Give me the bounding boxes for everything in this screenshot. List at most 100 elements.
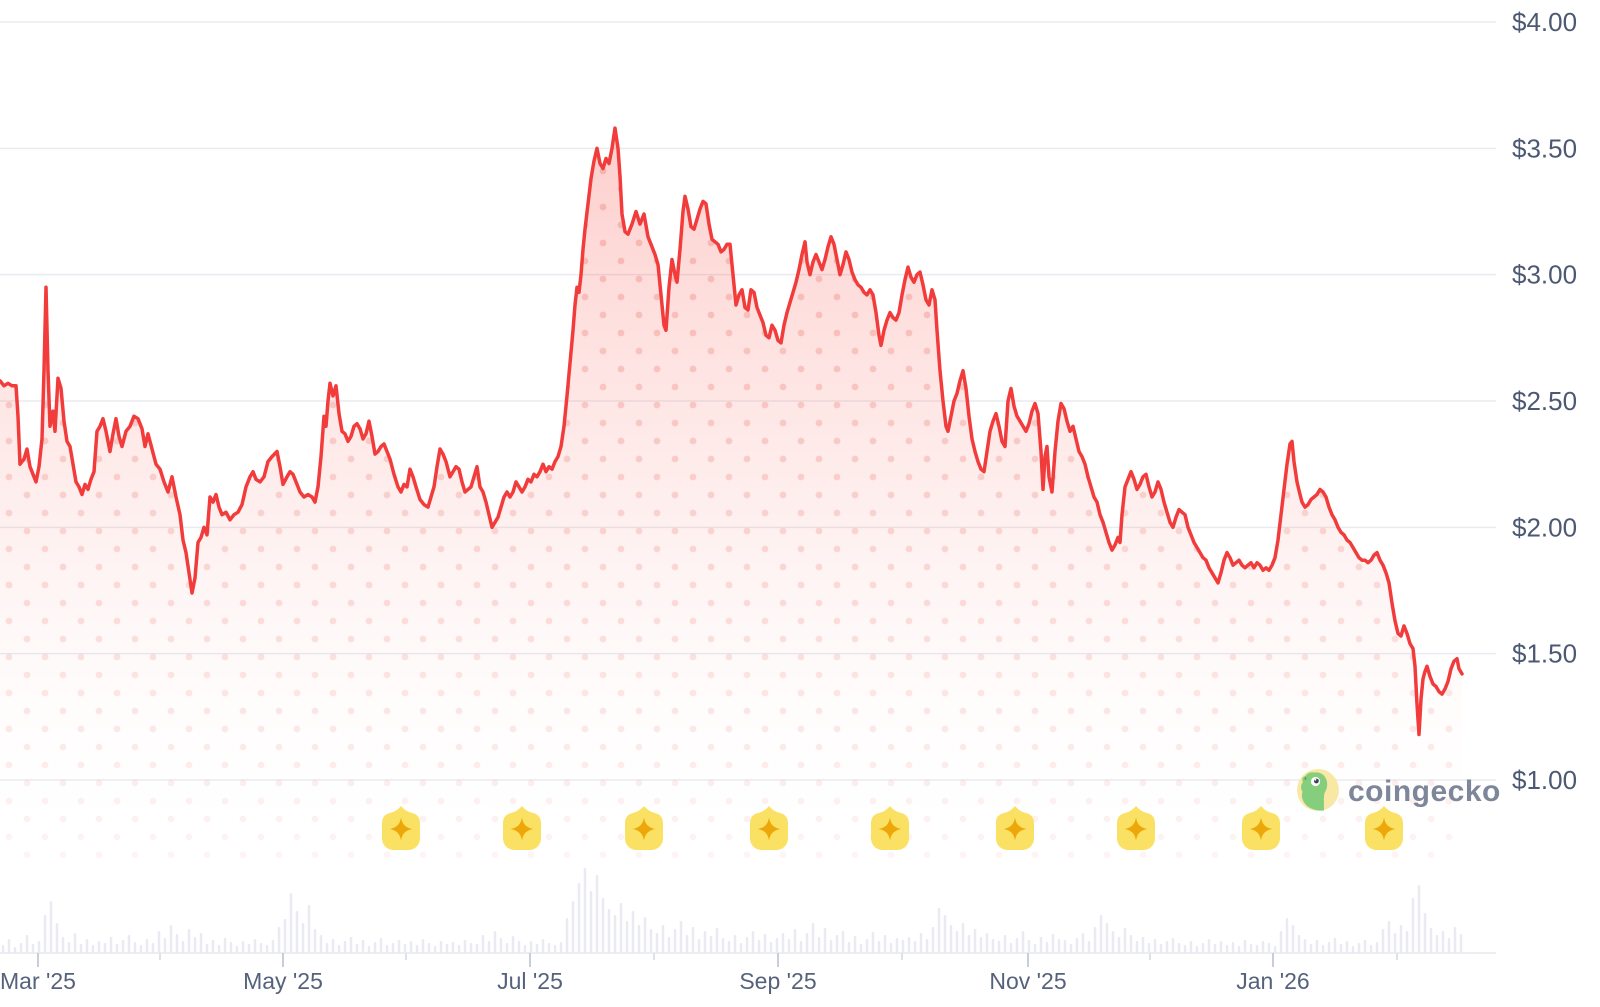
volume-bar	[649, 929, 653, 953]
volume-bar	[97, 941, 101, 953]
volume-bar	[1099, 915, 1103, 953]
volume-bar	[1279, 931, 1283, 953]
volume-bar	[265, 945, 269, 953]
volume-bar	[781, 933, 785, 953]
sparkle-badge-icon[interactable]	[871, 806, 909, 850]
volume-bar	[721, 938, 725, 953]
volume-bar	[883, 935, 887, 953]
volume-bar	[19, 943, 23, 953]
volume-bar	[1033, 944, 1037, 953]
volume-bar	[1195, 946, 1199, 953]
volume-bar	[1201, 943, 1205, 953]
volume-bar	[217, 945, 221, 953]
volume-bar	[1243, 940, 1247, 953]
volume-bar	[541, 939, 545, 953]
volume-bar	[529, 941, 533, 953]
volume-bar	[109, 937, 113, 953]
volume-bar	[871, 932, 875, 953]
volume-bar	[1075, 938, 1079, 953]
volume-bar	[667, 937, 671, 953]
volume-bar	[751, 931, 755, 953]
volume-bar	[895, 938, 899, 953]
volume-bar	[757, 940, 761, 953]
volume-bar	[133, 942, 137, 953]
volume-bar	[55, 923, 59, 953]
volume-bar	[835, 935, 839, 953]
sparkle-badge-icon[interactable]	[750, 806, 788, 850]
volume-bar	[763, 934, 767, 953]
volume-bar	[1459, 934, 1463, 953]
volume-bar	[271, 940, 275, 953]
volume-bar	[739, 943, 743, 953]
volume-bar	[619, 903, 623, 953]
volume-bar	[673, 929, 677, 953]
volume-bar	[1045, 942, 1049, 953]
volume-bar	[1237, 946, 1241, 953]
volume-bar	[1411, 898, 1415, 953]
volume-bar	[1387, 921, 1391, 953]
y-axis-tick-label: $3.50	[1512, 133, 1577, 163]
volume-bar	[799, 941, 803, 953]
volume-bar	[1, 945, 5, 953]
volume-bar	[991, 939, 995, 953]
volume-bar	[1189, 941, 1193, 953]
volume-bar	[475, 944, 479, 953]
volume-bar	[637, 925, 641, 953]
sparkle-badge-icon[interactable]	[625, 806, 663, 850]
volume-bar	[949, 925, 953, 953]
volume-bar	[607, 909, 611, 953]
volume-bars	[1, 868, 1463, 953]
volume-bar	[517, 941, 521, 953]
sparkle-badge-icon[interactable]	[1117, 806, 1155, 850]
volume-bar	[547, 943, 551, 953]
volume-bar	[925, 939, 929, 953]
y-axis-labels: $4.00 $3.50 $3.00 $2.50 $2.00 $1.50 $1.00	[1512, 7, 1577, 795]
volume-bar	[1177, 943, 1181, 953]
volume-bar	[1363, 940, 1367, 953]
volume-bar	[49, 901, 53, 953]
volume-bar	[901, 940, 905, 953]
volume-bar	[1345, 941, 1349, 953]
volume-bar	[817, 937, 821, 953]
x-axis: Mar '25 May '25 Jul '25 Sep '25 Nov '25 Jan '…	[0, 952, 1496, 994]
volume-bar	[319, 935, 323, 953]
volume-bar	[853, 936, 857, 953]
volume-bar	[331, 939, 335, 953]
volume-bar	[1129, 935, 1133, 953]
volume-bar	[385, 945, 389, 953]
volume-bar	[1207, 939, 1211, 953]
volume-bar	[1333, 938, 1337, 953]
volume-bar	[1009, 943, 1013, 953]
x-axis-tick-label: May '25	[243, 968, 323, 994]
volume-bar	[43, 915, 47, 953]
volume-bar	[877, 941, 881, 953]
volume-bar	[1141, 937, 1145, 953]
sparkle-badge-icon[interactable]	[503, 806, 541, 850]
sparkle-badge-icon[interactable]	[1365, 806, 1403, 850]
volume-bar	[241, 941, 245, 953]
y-axis-tick-label: $1.00	[1512, 765, 1577, 795]
volume-bar	[625, 921, 629, 953]
volume-bar	[1249, 944, 1253, 953]
volume-bar	[1171, 938, 1175, 953]
volume-bar	[505, 943, 509, 953]
y-axis-tick-label: $3.00	[1512, 260, 1577, 290]
volume-bar	[337, 945, 341, 953]
volume-bar	[349, 937, 353, 953]
volume-bar	[1327, 942, 1331, 953]
x-axis-tick-label: Jan '26	[1236, 968, 1309, 994]
volume-bar	[1297, 935, 1301, 953]
volume-bar	[451, 942, 455, 953]
volume-bar	[1351, 946, 1355, 953]
sparkle-badge-icon[interactable]	[1242, 806, 1280, 850]
sparkle-badge-icon[interactable]	[996, 806, 1034, 850]
volume-bar	[7, 939, 11, 953]
volume-bar	[169, 925, 173, 953]
volume-bar	[1267, 943, 1271, 953]
volume-bar	[1027, 940, 1031, 953]
volume-bar	[1441, 931, 1445, 953]
sparkle-badge-icon[interactable]	[382, 806, 420, 850]
volume-bar	[1063, 940, 1067, 953]
